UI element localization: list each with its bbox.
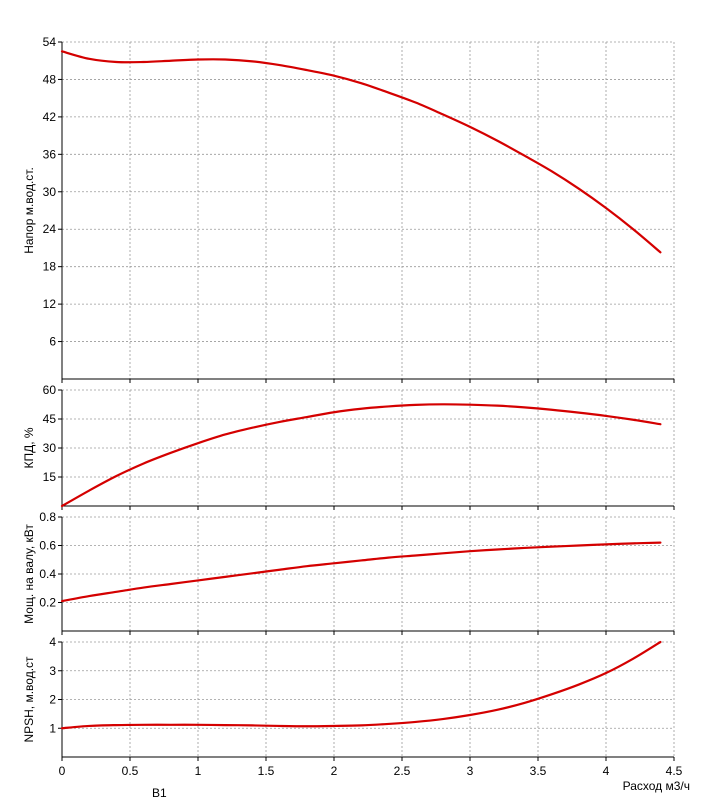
x-tick-label: 2	[331, 764, 338, 778]
y-tick-label: 12	[43, 297, 57, 311]
y-tick-label: 3	[49, 664, 56, 678]
x-tick-label: 2.5	[394, 764, 411, 778]
y-tick-label: 0.4	[39, 567, 56, 581]
x-tick-label: 3	[467, 764, 474, 778]
series-line	[60, 640, 662, 730]
y-tick-label: 0.2	[39, 596, 56, 610]
y-tick-label: 1	[49, 721, 56, 735]
x-tick-label: 1	[195, 764, 202, 778]
series-line	[60, 403, 662, 508]
y-tick-label: 0.8	[39, 510, 56, 524]
y-tick-label: 30	[43, 185, 57, 199]
y-tick-label: 24	[43, 222, 57, 236]
y-axis-label: Мощ. на валу, кВт	[22, 524, 36, 624]
y-axis-label: NPSH, м.вод.ст	[22, 656, 36, 743]
y-tick-label: 36	[43, 147, 57, 161]
chart-panel-2: 15 30 45 60 КПД, %	[22, 383, 675, 510]
x-axis-label: Расход м3/ч	[623, 779, 690, 793]
y-tick-label: 54	[43, 35, 57, 49]
x-tick-label: 3.5	[530, 764, 547, 778]
footer-note: В1	[152, 786, 167, 800]
y-tick-label: 45	[43, 412, 57, 426]
y-tick-label: 48	[43, 72, 57, 86]
y-tick-label: 0.6	[39, 539, 56, 553]
y-tick-label: 18	[43, 260, 57, 274]
chart-panel-4: 1 2 3 4 NPSH, м.вод.ст 0 0.5 1 1.5 2 2.5 3 3.5 4 4.5Ра…	[22, 635, 690, 793]
series-line	[60, 541, 662, 603]
y-tick-label: 6	[49, 335, 56, 349]
y-tick-label: 2	[49, 693, 56, 707]
chart-panel-1: 6 12 18 24 30 36 42 48 54 Напор м.вод.ст.	[22, 35, 675, 383]
y-axis-label: Напор м.вод.ст.	[22, 167, 36, 254]
y-tick-label: 4	[49, 635, 56, 649]
series-line	[60, 50, 662, 254]
y-tick-label: 15	[43, 470, 57, 484]
y-tick-label: 30	[43, 441, 57, 455]
y-tick-label: 42	[43, 110, 57, 124]
x-tick-label: 1.5	[258, 764, 275, 778]
x-tick-label: 4	[603, 764, 610, 778]
x-tick-label: 4.5	[666, 764, 683, 778]
y-axis-label: КПД, %	[22, 427, 36, 468]
y-tick-label: 60	[43, 383, 57, 397]
x-tick-label: 0	[59, 764, 66, 778]
x-tick-label: 0.5	[122, 764, 139, 778]
